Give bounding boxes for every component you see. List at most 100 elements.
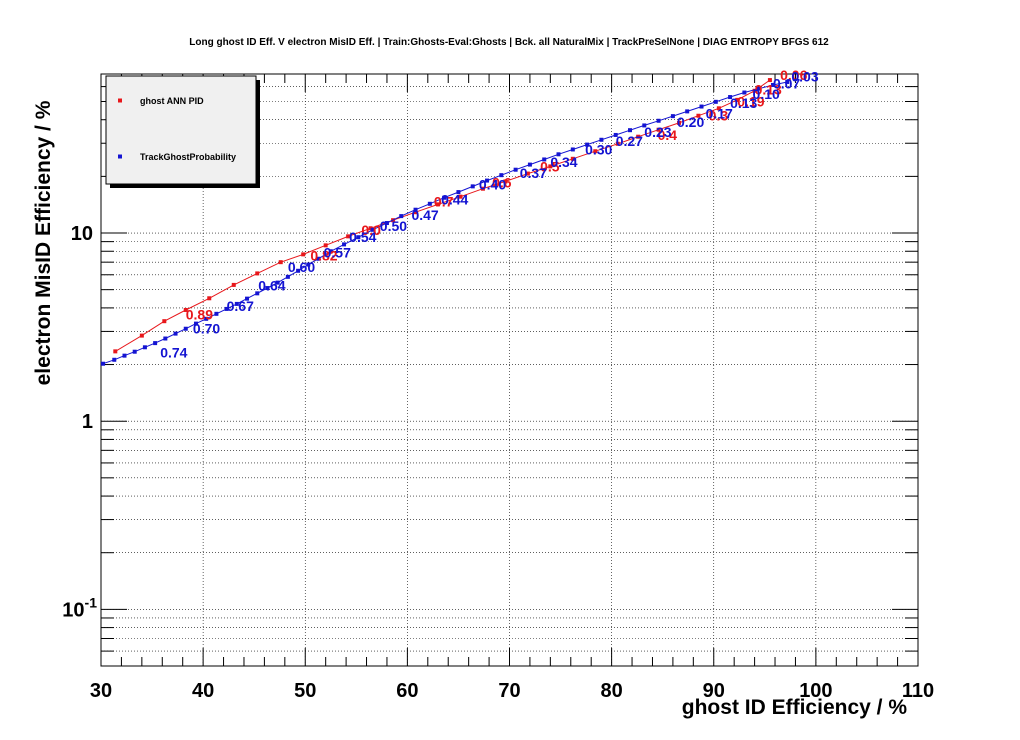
data-point	[485, 178, 490, 183]
data-point	[255, 291, 260, 296]
data-point	[480, 186, 485, 191]
data-point	[685, 109, 690, 114]
legend-label-ghost-ann-pid: ghost ANN PID	[140, 96, 204, 106]
data-point	[399, 214, 404, 219]
data-label: 0.07	[773, 76, 800, 92]
x-tick-label: 40	[192, 680, 214, 702]
data-point	[716, 106, 721, 111]
data-point	[527, 162, 532, 167]
data-point	[756, 86, 761, 91]
data-label: 0.74	[160, 344, 187, 360]
data-point	[696, 113, 701, 118]
data-point	[713, 99, 718, 104]
data-label: 0.5	[540, 158, 560, 174]
point-labels: 0.890.820.00.70.60.50.40.30.190.130.060.…	[160, 67, 819, 360]
data-label: 0.17	[706, 105, 733, 121]
data-label: 0.27	[616, 133, 643, 149]
x-tick-label: 110	[902, 680, 934, 702]
data-label: 0.82	[310, 247, 337, 263]
data-point	[642, 123, 647, 128]
data-point	[214, 311, 219, 316]
data-point	[585, 142, 590, 147]
data-point	[615, 141, 620, 146]
data-point	[599, 137, 604, 142]
data-point	[183, 326, 188, 331]
data-point	[183, 307, 188, 312]
legend-marker-trackghostprobability	[118, 154, 122, 159]
data-point	[427, 201, 432, 206]
data-label: 0.03	[791, 68, 818, 84]
data-point	[548, 164, 553, 169]
data-point	[224, 306, 229, 311]
x-tick-label: 60	[396, 680, 418, 702]
data-point	[153, 341, 158, 346]
data-point	[542, 157, 547, 162]
data-label: 0.23	[644, 124, 671, 140]
data-point	[677, 120, 682, 125]
data-point	[742, 90, 747, 95]
x-axis-title: ghost ID Efficiency / %	[682, 696, 908, 719]
data-point	[413, 210, 418, 215]
data-label: 0.7	[434, 194, 454, 210]
data-point	[470, 184, 475, 189]
y-tick-label: 10	[71, 223, 93, 245]
data-point	[342, 242, 347, 247]
data-point	[234, 301, 239, 306]
data-label: 0.89	[186, 306, 213, 322]
data-point	[656, 127, 661, 132]
data-point	[413, 207, 418, 212]
data-point	[384, 221, 389, 226]
x-tick-label: 50	[294, 680, 316, 702]
data-point	[132, 349, 137, 354]
data-point	[767, 78, 772, 83]
data-label: 0.67	[227, 298, 254, 314]
x-tick-label: 80	[601, 680, 623, 702]
data-label: 0.70	[193, 321, 220, 337]
data-point	[436, 202, 441, 207]
data-point	[306, 262, 311, 267]
data-label: 0.0	[361, 222, 381, 238]
data-point	[368, 226, 373, 231]
data-point	[656, 118, 661, 123]
y-axis-title: electron MisID Efficiency / %	[32, 100, 55, 385]
data-point	[499, 173, 504, 178]
data-point	[503, 179, 508, 184]
data-point	[245, 296, 250, 301]
x-tick-label: 30	[90, 680, 112, 702]
data-label: 0.19	[737, 93, 764, 109]
data-point	[323, 243, 328, 248]
data-point	[570, 156, 575, 161]
data-point	[112, 357, 117, 362]
data-point	[370, 227, 375, 232]
data-label: 0.50	[380, 218, 407, 234]
data-label: 0.4	[658, 127, 678, 143]
data-point	[204, 316, 209, 321]
series-trackghostprobability	[101, 79, 790, 366]
data-point	[456, 190, 461, 195]
data-label: 0.06	[780, 67, 807, 83]
data-point	[570, 147, 575, 152]
data-point	[442, 195, 447, 200]
data-label: 0.13	[730, 95, 757, 111]
data-point	[113, 349, 118, 354]
data-point	[285, 274, 290, 279]
data-label: 0.20	[677, 114, 704, 130]
x-tick-label: 70	[498, 680, 520, 702]
data-point	[636, 134, 641, 139]
data-label: 0.54	[349, 229, 376, 245]
data-point	[513, 167, 518, 172]
data-label: 0.60	[288, 259, 315, 275]
data-point	[316, 256, 321, 261]
data-point	[142, 345, 147, 350]
data-point	[231, 282, 236, 287]
y-tick-label: 10-1	[62, 594, 97, 621]
data-label: 0.64	[258, 278, 285, 294]
series-ghost-ann-pid	[113, 78, 772, 354]
data-point	[139, 333, 144, 338]
data-point	[101, 361, 106, 366]
data-label: 0.37	[520, 165, 547, 181]
data-point	[593, 149, 598, 154]
series	[101, 78, 790, 366]
data-point	[328, 249, 333, 254]
